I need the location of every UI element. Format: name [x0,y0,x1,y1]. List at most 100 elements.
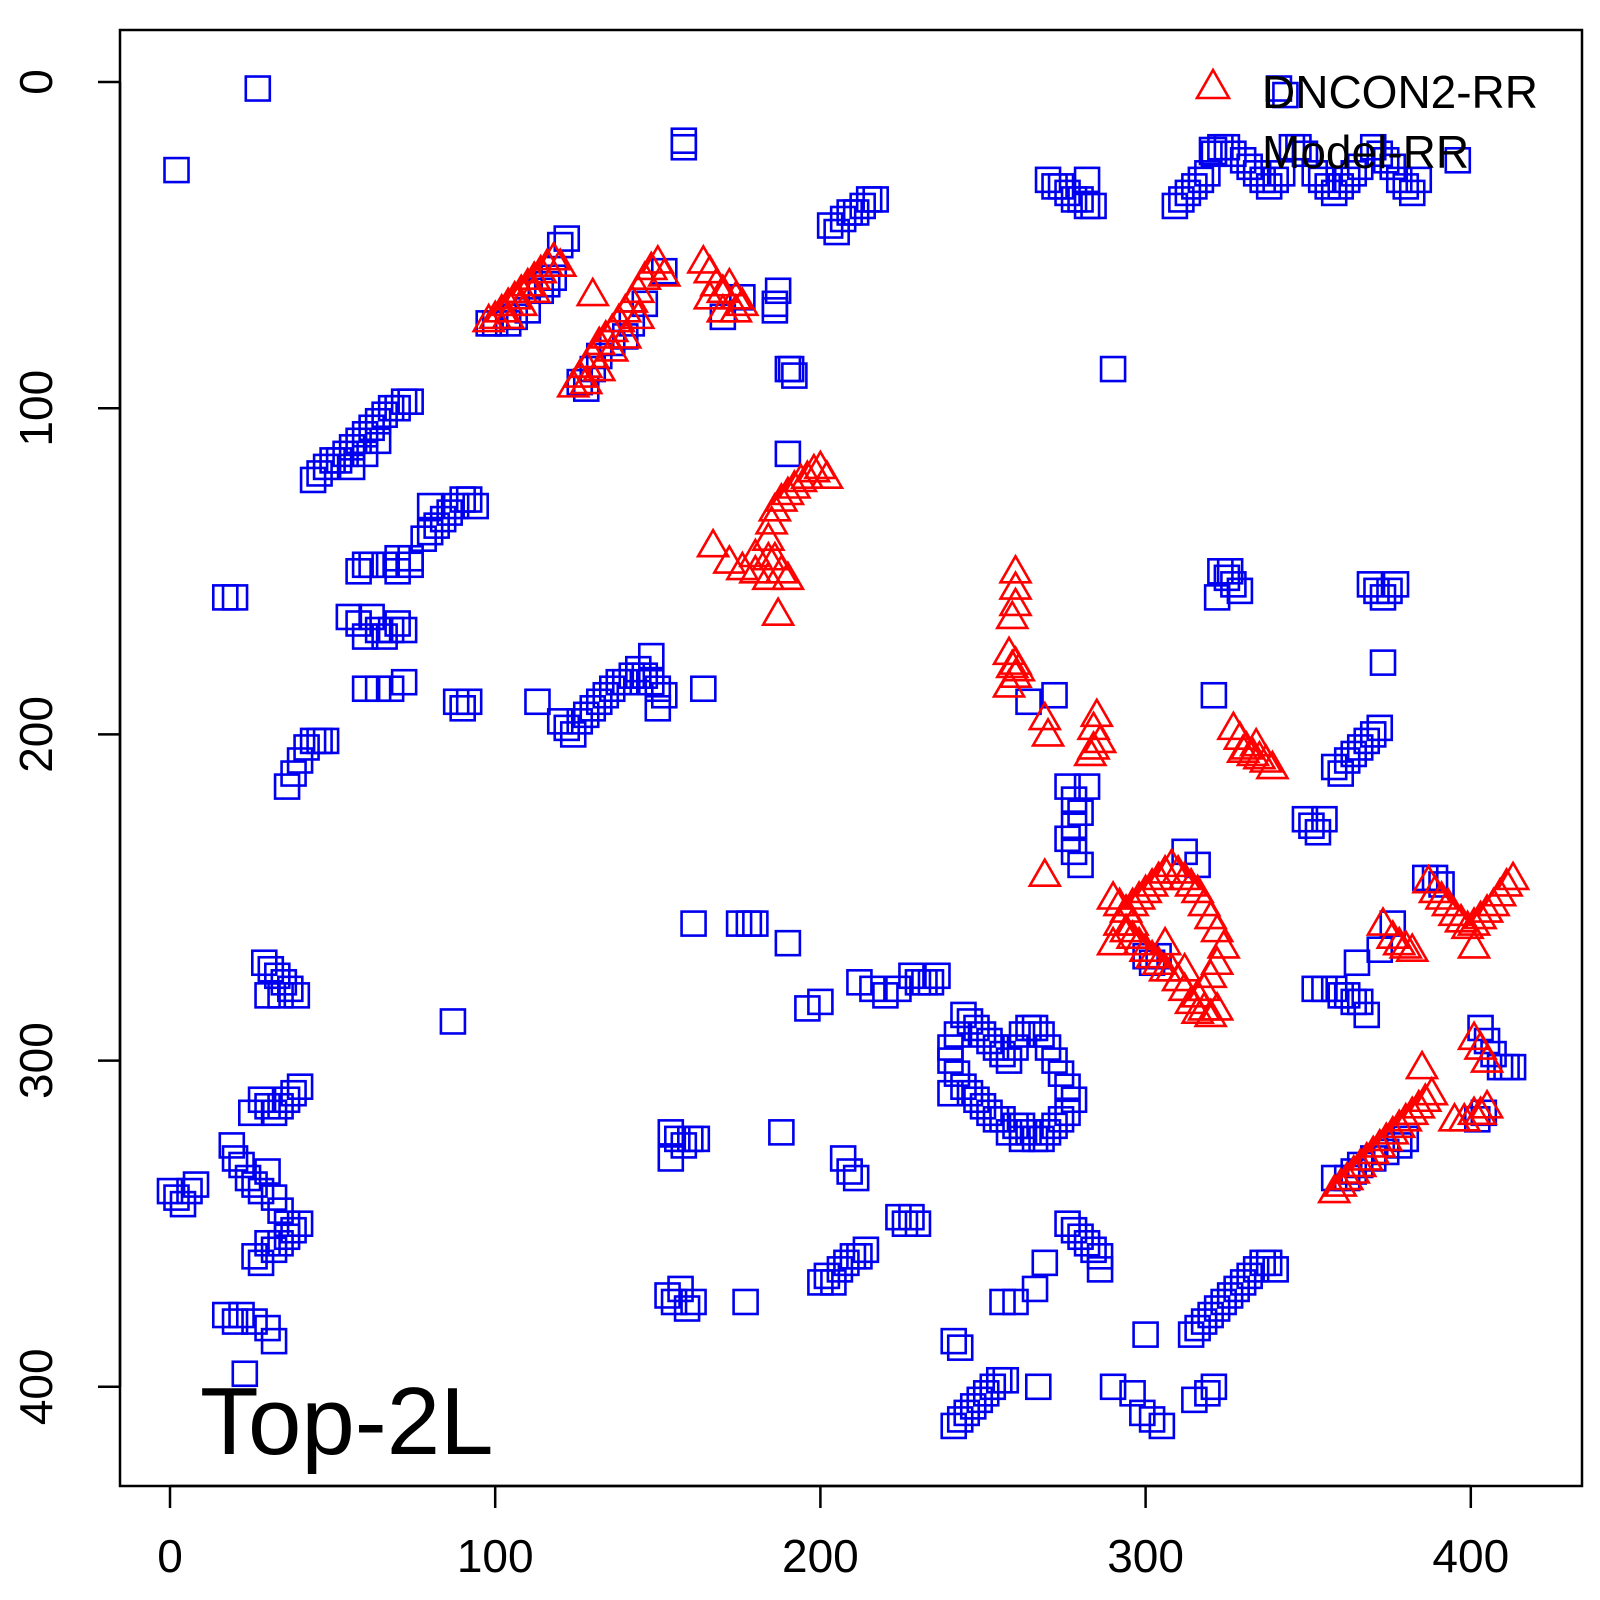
model-rr-point [286,1073,314,1100]
legend: DNCON2-RR Model-RR [1194,66,1538,178]
dncon2-rr-point [542,247,578,277]
dncon2-rr-point [725,286,760,317]
dncon2-rr-point [647,256,682,287]
x-tick-label: 100 [457,1530,534,1582]
model-rr-point [670,133,698,161]
dncon2-rr-point [998,553,1033,584]
model-rr-point [163,156,190,184]
dncon2-rr-point [1469,1088,1505,1119]
model-rr-point [1099,355,1127,383]
dncon2-rr-point [718,279,754,310]
dncon2-rr-point [809,459,845,490]
dncon2-rr-point [790,459,825,490]
dncon2-rr-point [764,553,799,584]
model-rr-point [898,1203,925,1231]
y-tick-label: 0 [10,69,62,95]
dncon2-rr-point [1030,716,1066,747]
model-rr-point [286,1210,314,1237]
model-rr-point [1255,1249,1283,1277]
model-rr-point [364,427,392,455]
model-rr-point [940,1327,968,1355]
dncon2-rr-point [621,299,656,330]
model-rr-point [1073,773,1101,800]
model-rr-point [546,231,574,259]
model-rr-point [732,1288,759,1316]
dncon2-rr-point [1404,1049,1440,1080]
dncon2-rr-point [1417,873,1453,904]
model-rr-point [1031,1249,1059,1277]
dncon2-rr-point [1365,905,1401,936]
model-rr-point [846,1243,873,1270]
model-rr-point [1376,577,1403,605]
dncon2-rr-point [1186,990,1222,1021]
model-rr-point [221,1308,249,1335]
y-tick-label: 300 [10,1022,62,1099]
dncon2-rr-point [998,645,1033,675]
model-rr-point [524,688,551,716]
model-rr-point [624,655,652,683]
model-rr-point [384,610,411,637]
model-rr-point [917,969,945,996]
model-rr-point [631,290,659,318]
model-rr-point [1268,160,1296,187]
model-rr-point [455,688,483,716]
dncon2-rr-point [718,292,754,323]
model-rr-point [462,492,489,520]
dncon2-rr-point [634,250,669,281]
model-rr-point [390,668,418,696]
model-rr-point [390,616,418,644]
model-rr-point [1008,1125,1036,1153]
y-tick-label: 400 [10,1348,62,1425]
model-rr-point [1265,75,1293,102]
model-rr-point [1148,1412,1176,1440]
model-rr-point [1405,166,1433,194]
dncon2-rr-point [1186,971,1222,1002]
model-rr-point [725,910,753,937]
dncon2-rr-point [796,452,832,483]
dncon2-rr-point [1173,866,1209,897]
model-rr-point [807,988,834,1016]
dncon2-rr-point [1456,928,1492,959]
dncon2-rr-point [712,543,747,574]
model-rr-point [862,186,889,213]
dncon2-rr-point [1463,1095,1498,1126]
dncon2-rr-point [1027,700,1063,731]
model-rr-point [768,1119,795,1146]
model-rr-point [211,584,239,611]
model-rr-point [885,975,912,1003]
dncon2-rr-point [738,537,773,568]
y-tick-label: 200 [10,696,62,773]
model-rr-point [657,1145,685,1172]
dncon2-rr-point [1147,925,1183,956]
model-rr-point [1366,936,1394,963]
model-rr-point [244,75,272,102]
model-rr-point [690,675,717,703]
model-rr-point [1021,1275,1049,1303]
dncon2-rr-point [536,240,571,271]
model-rr-point [1203,584,1231,611]
model-rr-point [1369,649,1397,676]
model-rr-point [280,1079,307,1107]
model-rr-point [182,1171,210,1198]
model-rr-point [1291,140,1319,168]
model-rr-point [1194,1380,1221,1407]
model-rr-point [1200,681,1228,709]
dncon2-rr-point [1469,1042,1505,1073]
model-rr-point [1015,688,1042,716]
legend-triangle-marker [1194,67,1232,100]
dncon2-rr-point [608,318,643,349]
dncon2-rr-point [1424,879,1459,910]
model-rr-point [1187,166,1215,194]
model-rr-point [1262,166,1289,194]
model-rr-point [924,962,951,990]
model-rr-point [683,1125,711,1153]
model-rr-point [904,1210,932,1237]
model-rr-point [680,910,707,937]
model-rr-point [553,225,581,252]
model-rr-point [1080,1236,1107,1264]
model-rr-point [1272,81,1299,109]
dncon2-rr-point [471,302,506,333]
model-rr-point [1444,146,1472,174]
legend-label-dncon2-rr: DNCON2-RR [1262,66,1538,118]
